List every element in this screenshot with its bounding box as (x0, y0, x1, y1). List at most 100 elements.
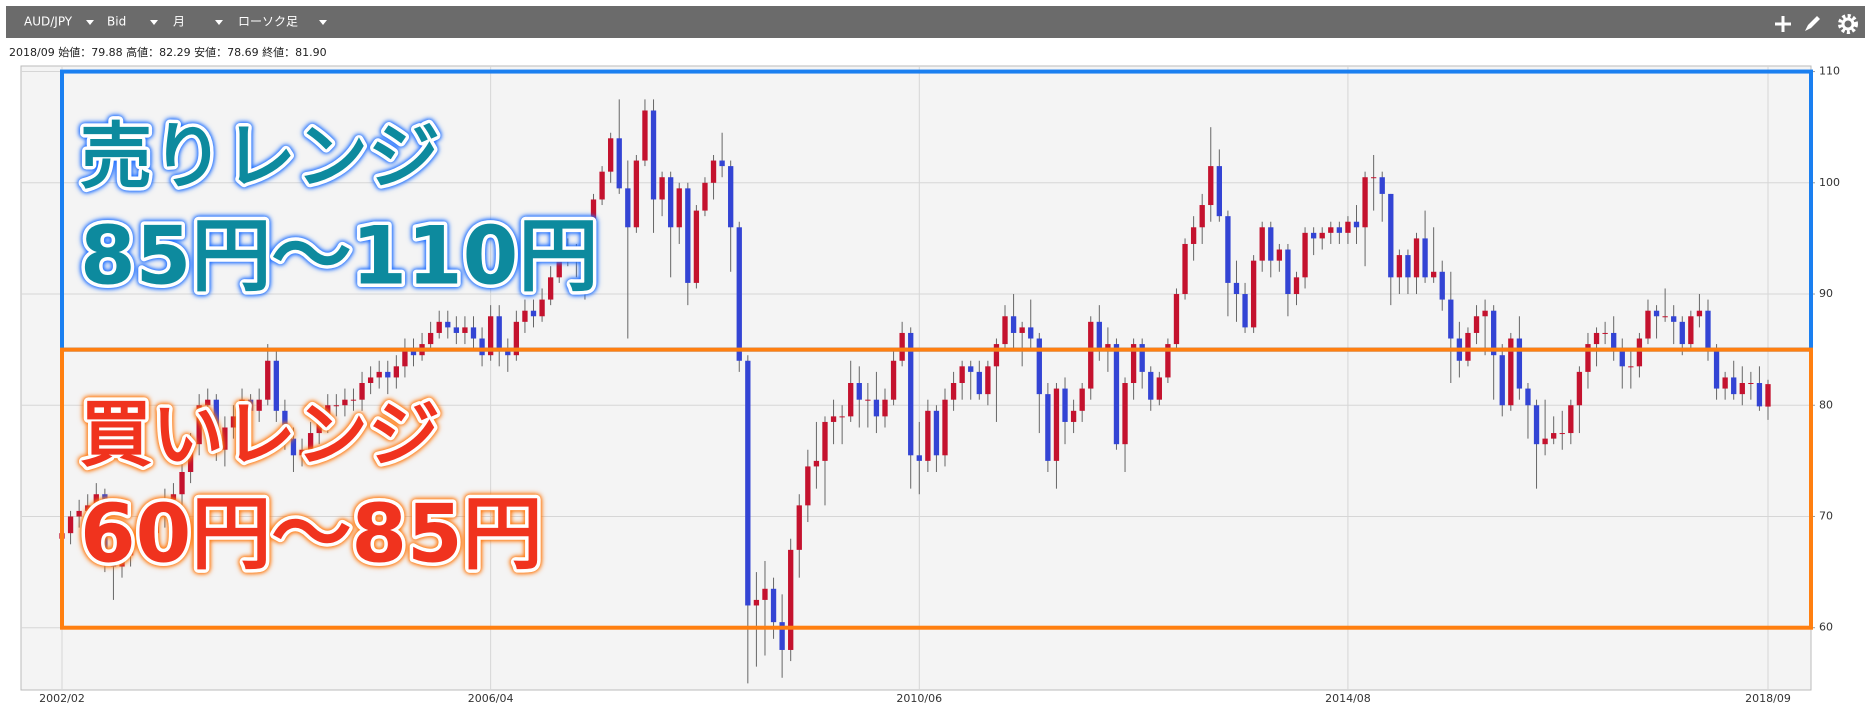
candle-body (1002, 316, 1008, 345)
candle-body (445, 321, 451, 328)
x-tick-label: 2006/04 (468, 692, 514, 705)
candle-body (282, 410, 288, 439)
candle-body (342, 399, 348, 406)
candle-body (959, 366, 965, 384)
candle-body (1182, 243, 1188, 295)
price-select[interactable]: Bid (107, 15, 126, 29)
candle-body (162, 499, 168, 517)
settings-icon[interactable] (1838, 14, 1858, 34)
candle-body (427, 332, 434, 345)
candle-body (1250, 260, 1257, 328)
x-tick-label: 2018/09 (1745, 692, 1791, 705)
candle-body (462, 327, 468, 333)
candle-body (1671, 316, 1677, 322)
dropdown-arrow[interactable] (319, 20, 327, 25)
candle-body (556, 251, 562, 278)
range-values: 85円～110円 (80, 210, 598, 303)
candle-body (1559, 433, 1565, 435)
style-select[interactable]: ローソク足 (238, 15, 298, 29)
candle-body (93, 494, 99, 506)
candle-body (1765, 384, 1771, 407)
candle-body (1653, 310, 1660, 317)
candle-body (565, 251, 571, 256)
candle-body (1551, 433, 1557, 439)
candle-body (796, 505, 802, 550)
candle-body (633, 160, 640, 228)
x-tick-label: 2002/02 (39, 692, 85, 705)
candle-body (1499, 355, 1505, 406)
candle-body (873, 399, 880, 417)
candle-body (1516, 338, 1523, 389)
symbol-select[interactable]: AUD/JPY (24, 15, 73, 29)
range-title: 売りレンジ (80, 115, 440, 199)
candle-body (1636, 338, 1643, 367)
gear-teeth[interactable] (1838, 14, 1858, 34)
candle-body (1345, 221, 1351, 233)
candle-body (1542, 438, 1548, 445)
candle-body (839, 416, 845, 418)
candle-body (1379, 177, 1385, 194)
candle-body (1070, 410, 1077, 422)
candle-body (325, 405, 331, 422)
candle-body (1148, 371, 1154, 400)
candle-body (685, 188, 691, 283)
candle-body (848, 383, 854, 417)
candle-body (136, 527, 142, 539)
dropdown-arrow[interactable] (150, 20, 158, 25)
candle-body (359, 383, 365, 400)
draw-icon[interactable] (1805, 16, 1820, 31)
candle-body (1113, 344, 1120, 445)
candle-body (1122, 383, 1128, 445)
dropdown-arrow[interactable] (215, 20, 223, 25)
candle-body (1036, 338, 1042, 395)
candle-body (968, 366, 974, 372)
candle-body (770, 588, 777, 623)
candle-body (170, 494, 177, 500)
candle-body (307, 433, 314, 450)
candle-body (1010, 316, 1017, 333)
candle-body (273, 360, 279, 411)
candle-body (1628, 366, 1634, 368)
candle-body (110, 560, 117, 567)
add-icon[interactable] (1775, 16, 1791, 32)
candle-body (1208, 166, 1214, 206)
candle-body (1370, 177, 1377, 179)
candle-body (290, 438, 297, 456)
candle-body (693, 210, 700, 283)
gear-body[interactable] (1841, 17, 1855, 31)
dropdown-arrow[interactable] (86, 20, 94, 25)
candle-body (1576, 371, 1583, 406)
candle-body (719, 160, 725, 167)
candle-body (1602, 332, 1608, 334)
candle-body (1696, 310, 1703, 317)
candle-body (762, 588, 768, 600)
candle-body (1353, 221, 1360, 228)
candle-body (522, 310, 528, 322)
candle-body (1199, 205, 1205, 228)
candle-body (1525, 388, 1531, 406)
candle-body (856, 383, 862, 400)
candle-body (1611, 332, 1617, 350)
candle-body (85, 505, 91, 511)
period-select[interactable]: 月 (173, 15, 185, 29)
candle-body (1362, 177, 1368, 228)
candle-body (119, 555, 125, 567)
candle-body (453, 327, 460, 333)
candle-body (222, 427, 228, 450)
candle-body (1336, 227, 1343, 233)
candle-body (1053, 388, 1060, 461)
candle-body (179, 471, 185, 495)
candle-body (530, 310, 537, 317)
candle-body (1748, 383, 1754, 385)
candle-body (1079, 388, 1085, 411)
ohlc-info: 2018/09 始値：79.88 高値：82.29 安値：78.69 終値：81… (9, 45, 327, 59)
candle-body (1139, 344, 1145, 372)
candle-body (702, 182, 708, 211)
candle-body (925, 410, 931, 461)
candle-body (1285, 249, 1291, 295)
y-tick-label: 70 (1819, 509, 1833, 522)
candle-body (993, 344, 1000, 367)
candle-body (899, 332, 905, 361)
candle-body (1302, 232, 1308, 278)
candle-body (1130, 344, 1137, 384)
